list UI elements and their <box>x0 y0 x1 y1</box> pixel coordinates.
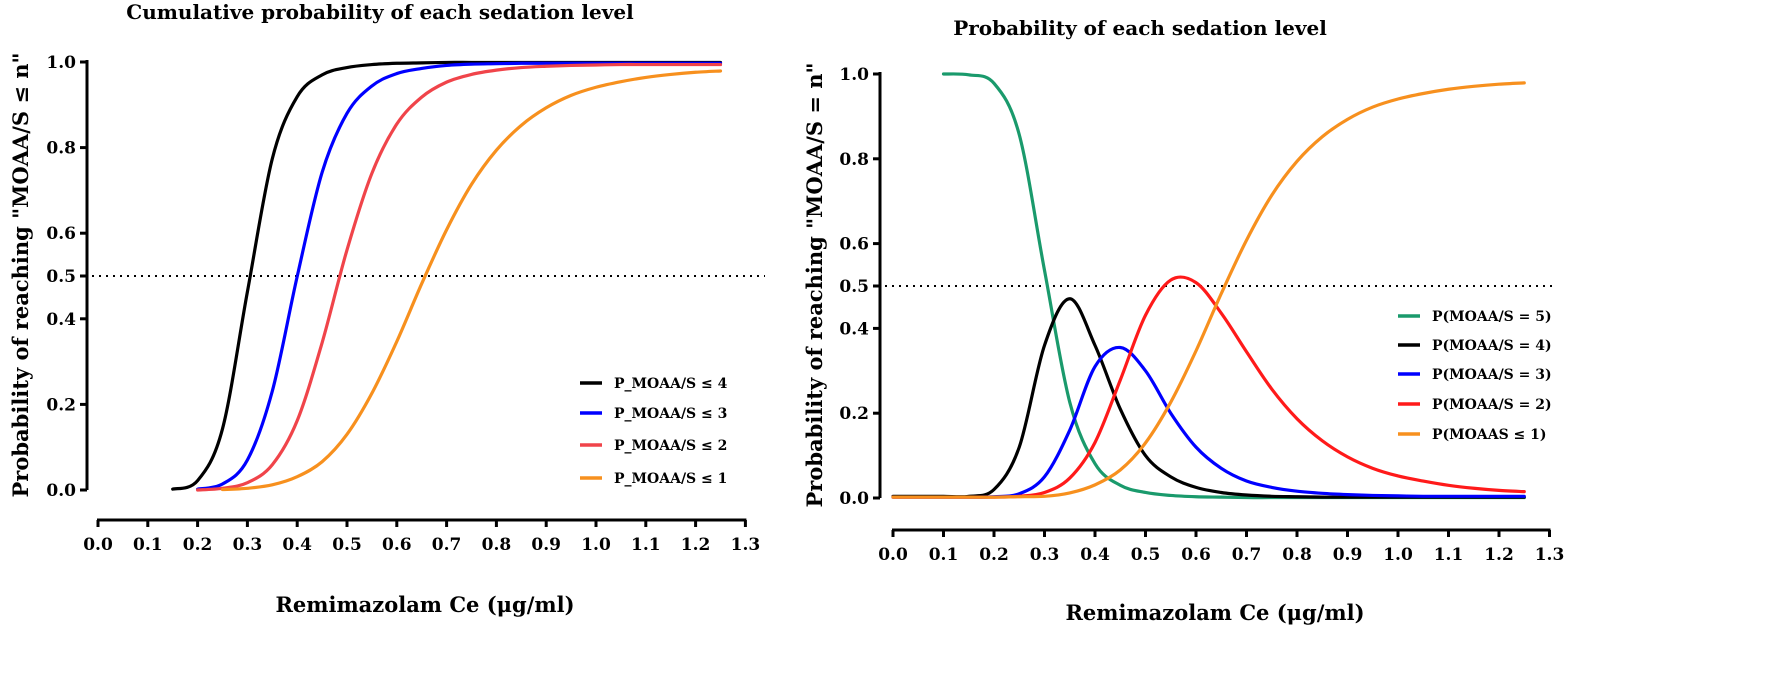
x-tick-label: 0.0 <box>878 545 908 565</box>
x-tick-label: 1.2 <box>1484 545 1514 565</box>
y-tick-label: 0.2 <box>839 404 869 424</box>
x-tick-label: 1.2 <box>681 535 711 555</box>
x-tick-label: 0.5 <box>332 535 362 555</box>
chart-title: Probability of each sedation level <box>953 16 1327 40</box>
y-axis-title: Probability of reaching "MOAA/S = n" <box>802 63 827 508</box>
legend-label: P_MOAA/S ≤ 3 <box>614 406 727 422</box>
series-line-5 <box>891 81 1526 499</box>
x-tick-label: 0.1 <box>133 535 163 555</box>
sedation-level-probability-chart: Probability of each sedation level Remim… <box>802 16 1564 625</box>
y-tick-label: 0.6 <box>839 235 869 255</box>
x-tick-label: 1.0 <box>1383 545 1413 565</box>
x-axis-title: Remimazolam Ce (μg/ml) <box>1065 600 1364 625</box>
series-line-4 <box>220 69 723 492</box>
x-tick-label: 0.4 <box>282 535 312 555</box>
y-tick-label: 0.5 <box>839 277 869 297</box>
series-line-2 <box>196 61 723 491</box>
y-axis-title: Probability of reaching "MOAA/S ≤ n" <box>8 53 33 498</box>
y-tick-label: 0.2 <box>46 395 76 415</box>
x-tick-label: 0.3 <box>233 535 263 555</box>
x-tick-label: 0.6 <box>382 535 412 555</box>
legend-label: P(MOAA/S = 3) <box>1432 367 1552 383</box>
y-tick-label: 0.4 <box>839 319 869 339</box>
x-tick-label: 0.6 <box>1181 545 1211 565</box>
legend-label: P(MOAA/S = 4) <box>1432 338 1552 354</box>
x-tick-label: 0.3 <box>1030 545 1060 565</box>
x-axis-title: Remimazolam Ce (μg/ml) <box>275 592 574 617</box>
x-tick-label: 1.3 <box>1535 545 1565 565</box>
x-tick-label: 0.8 <box>482 535 512 555</box>
y-tick-label: 0.0 <box>46 481 76 501</box>
cumulative-probability-chart: Cumulative probability of each sedation … <box>8 0 765 617</box>
x-tick-label: 0.7 <box>432 535 462 555</box>
legend-label: P(MOAA/S = 5) <box>1432 309 1552 325</box>
x-tick-label: 0.7 <box>1232 545 1262 565</box>
x-tick-label: 0.5 <box>1131 545 1161 565</box>
chart-title: Cumulative probability of each sedation … <box>126 0 634 24</box>
x-tick-label: 0.2 <box>979 545 1009 565</box>
legend-label: P_MOAA/S ≤ 4 <box>614 376 728 392</box>
x-tick-label: 0.4 <box>1080 545 1110 565</box>
legend-label: P_MOAA/S ≤ 2 <box>614 438 727 454</box>
series-line-3 <box>196 62 723 492</box>
x-tick-label: 0.0 <box>83 535 113 555</box>
y-tick-label: 0.0 <box>839 489 869 509</box>
y-tick-label: 1.0 <box>46 53 76 73</box>
legend-label: P(MOAA/S = 2) <box>1432 397 1552 413</box>
series-line-2 <box>891 297 1526 499</box>
x-tick-label: 1.1 <box>1434 545 1464 565</box>
x-tick-label: 1.3 <box>731 535 761 555</box>
x-tick-label: 1.0 <box>581 535 611 555</box>
x-tick-label: 0.8 <box>1282 545 1312 565</box>
legend-label: P_MOAA/S ≤ 1 <box>614 471 727 487</box>
y-tick-label: 0.8 <box>46 139 76 159</box>
y-tick-label: 0.8 <box>839 150 869 170</box>
series-line-3 <box>891 345 1526 499</box>
x-tick-label: 0.9 <box>531 535 561 555</box>
x-tick-label: 0.1 <box>929 545 959 565</box>
y-tick-label: 0.6 <box>46 224 76 244</box>
x-tick-label: 0.9 <box>1333 545 1363 565</box>
y-tick-label: 0.4 <box>46 310 76 330</box>
series-line-4 <box>891 275 1526 499</box>
y-tick-label: 0.5 <box>46 267 76 287</box>
legend-label: P(MOAAS ≤ 1) <box>1432 427 1547 443</box>
y-tick-label: 1.0 <box>839 65 869 85</box>
x-tick-label: 0.2 <box>183 535 213 555</box>
x-tick-label: 1.1 <box>631 535 661 555</box>
